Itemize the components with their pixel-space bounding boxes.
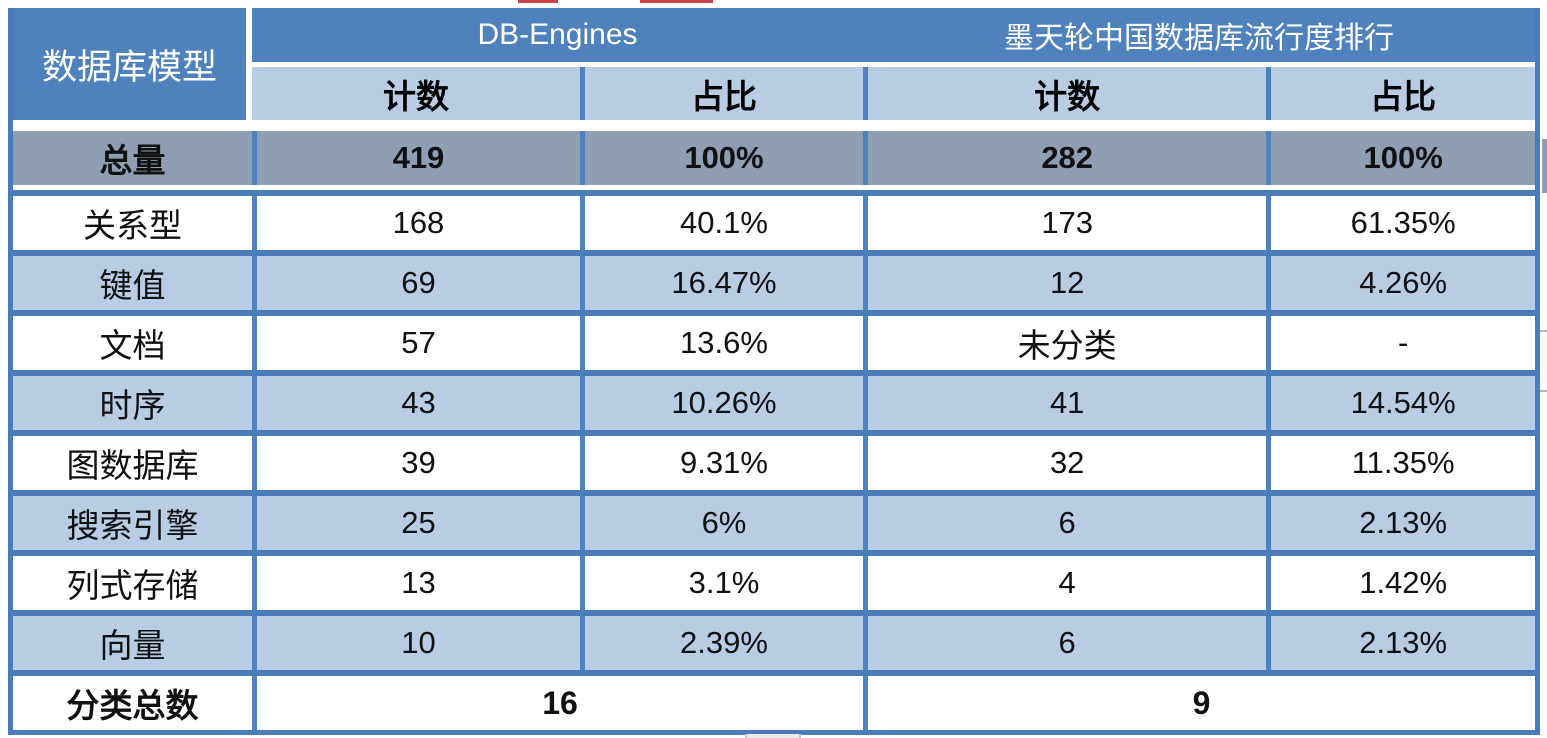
cell-value: 40.1% — [579, 196, 863, 250]
cell-value: 39 — [251, 436, 580, 490]
cell-value: 173 — [863, 196, 1266, 250]
table-row: 键值 69 16.47% 12 4.26% — [13, 250, 1535, 310]
table-row-category-total: 分类总数 16 9 — [13, 670, 1535, 730]
horizontal-scrollbar-thumb[interactable] — [745, 734, 801, 738]
row-label: 关系型 — [82, 206, 182, 245]
table-row: 列式存储 13 3.1% 4 1.42% — [13, 550, 1535, 610]
row-label: 总量 — [99, 141, 166, 180]
cell-value: 419 — [251, 131, 580, 185]
row-label: 时序 — [99, 386, 166, 425]
database-model-comparison-table: 数据库模型 DB-Engines 墨天轮中国数据库流行度排行 计数 占比 计数 … — [8, 8, 1540, 735]
cell-value: 282 — [863, 131, 1266, 185]
cell-value: 25 — [251, 496, 580, 550]
header-gap — [13, 120, 1535, 131]
cell-value: 11.35% — [1266, 436, 1535, 490]
cell-value: 100% — [579, 131, 863, 185]
cell-value: - — [1266, 316, 1535, 370]
row-label: 键值 — [99, 266, 166, 305]
column-header-database-model: 数据库模型 — [13, 8, 252, 120]
cell-value: 6 — [863, 616, 1266, 670]
cell-db-engines-category-total: 16 — [251, 676, 863, 730]
row-label: 向量 — [99, 626, 166, 665]
cell-value: 41 — [863, 376, 1266, 430]
cell-value: 1.42% — [1266, 556, 1535, 610]
cell-value: 9.31% — [579, 436, 863, 490]
row-label: 图数据库 — [66, 446, 199, 485]
cell-value: 13.6% — [579, 316, 863, 370]
table-row: 搜索引擎 25 6% 6 2.13% — [13, 490, 1535, 550]
cell-value: 10.26% — [579, 376, 863, 430]
table-header: 数据库模型 DB-Engines 墨天轮中国数据库流行度排行 计数 占比 计数 … — [13, 8, 1535, 120]
row-bleed-artifact — [1542, 139, 1547, 193]
group-header-motianlun: 墨天轮中国数据库流行度排行 — [863, 8, 1535, 67]
cell-value: 100% — [1266, 131, 1535, 185]
table-row: 图数据库 39 9.31% 32 11.35% — [13, 430, 1535, 490]
cutoff-text-artifact — [640, 0, 713, 3]
row-label: 分类总数 — [66, 686, 199, 725]
cell-value: 12 — [863, 256, 1266, 310]
cell-value: 10 — [251, 616, 580, 670]
cell-motianlun-category-total: 9 — [863, 676, 1535, 730]
scrollbar-fragment[interactable] — [1540, 330, 1547, 392]
cell-value: 13 — [251, 556, 580, 610]
cell-value: 6% — [579, 496, 863, 550]
sub-header-count-db: 计数 — [251, 67, 580, 120]
cell-value: 57 — [251, 316, 580, 370]
row-label: 文档 — [99, 326, 166, 365]
cell-value: 未分类 — [863, 316, 1266, 370]
sub-header-share-mt: 占比 — [1266, 67, 1535, 120]
table-row: 文档 57 13.6% 未分类 - — [13, 310, 1535, 370]
table-row: 关系型 168 40.1% 173 61.35% — [13, 190, 1535, 250]
cell-value: 3.1% — [579, 556, 863, 610]
cell-value: 4.26% — [1266, 256, 1535, 310]
cell-value: 2.13% — [1266, 616, 1535, 670]
group-header-db-engines: DB-Engines — [251, 8, 864, 67]
cell-value: 4 — [863, 556, 1266, 610]
cell-value: 6 — [863, 496, 1266, 550]
cell-value: 2.39% — [579, 616, 863, 670]
cell-value: 32 — [863, 436, 1266, 490]
cell-value: 14.54% — [1266, 376, 1535, 430]
table-row-total: 总量 419 100% 282 100% — [13, 131, 1535, 185]
row-label: 搜索引擎 — [66, 506, 199, 545]
cell-value: 61.35% — [1266, 196, 1535, 250]
row-label: 列式存储 — [66, 566, 199, 605]
sub-header-share-db: 占比 — [579, 67, 864, 120]
cell-value: 2.13% — [1266, 496, 1535, 550]
cutoff-text-artifact — [518, 0, 558, 3]
cell-value: 168 — [251, 196, 580, 250]
cell-value: 16.47% — [579, 256, 863, 310]
table-row: 时序 43 10.26% 41 14.54% — [13, 370, 1535, 430]
total-row-gap — [13, 185, 1535, 190]
sub-header-count-mt: 计数 — [863, 67, 1267, 120]
cell-value: 43 — [251, 376, 580, 430]
table-row: 向量 10 2.39% 6 2.13% — [13, 610, 1535, 670]
cell-value: 69 — [251, 256, 580, 310]
